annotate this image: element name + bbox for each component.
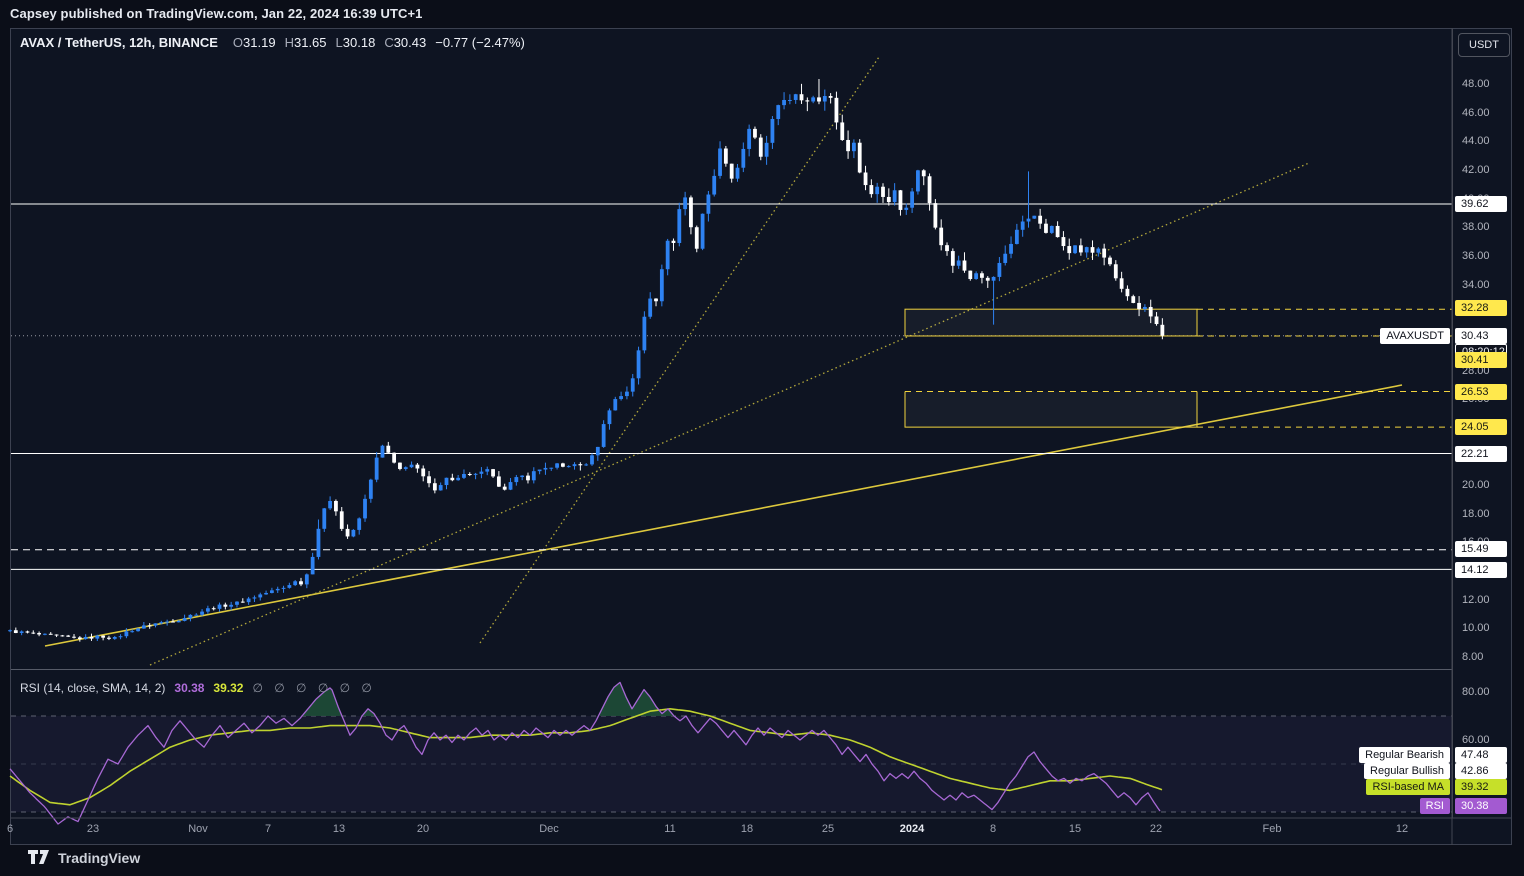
ohlc-open: O31.19 — [232, 35, 276, 50]
price-tick-label: 34.00 — [1462, 278, 1490, 291]
ohlc-low: L30.18 — [335, 35, 376, 50]
time-axis-label: 23 — [86, 823, 100, 835]
time-axis-label: 20 — [416, 823, 430, 835]
price-tick-label: 48.00 — [1462, 78, 1490, 90]
price-level-label: 26.53 — [1455, 384, 1507, 400]
price-tick-label: 60.00 — [1462, 734, 1490, 746]
time-axis-label: Feb — [1262, 823, 1282, 835]
rsi-value: 30.38 — [174, 681, 205, 695]
time-axis-label: Dec — [539, 823, 559, 835]
price-level-label: 39.32 — [1455, 779, 1507, 795]
indicator-name-tag: RSI-based MA — [1366, 779, 1450, 795]
indicator-name-tag: Regular Bearish — [1359, 747, 1450, 763]
time-axis-label: 25 — [821, 823, 835, 835]
tradingview-wordmark: TradingView — [58, 850, 141, 866]
price-level-label: 30.38 — [1455, 798, 1507, 814]
price-tick-label: 10.00 — [1462, 622, 1490, 635]
footer-bar: TradingView — [28, 850, 140, 866]
price-level-label: 15.49 — [1455, 541, 1507, 557]
time-axis-label: Nov — [188, 823, 208, 835]
price-tick-label: 8.00 — [1462, 651, 1484, 663]
time-axis-label: 15 — [1068, 823, 1082, 835]
ohlc-close: C30.43 — [384, 35, 427, 50]
price-tick-label: 18.00 — [1462, 507, 1490, 520]
price-level-label: 14.12 — [1455, 562, 1507, 578]
price-level-label: 42.86 — [1455, 763, 1507, 779]
indicator-name-tag: RSI — [1419, 798, 1450, 814]
time-axis-label: 8 — [989, 823, 997, 835]
price-tick-label: 20.00 — [1462, 479, 1490, 492]
price-level-label: 30.43 — [1455, 328, 1507, 344]
currency-toggle-button[interactable]: USDT — [1458, 33, 1510, 57]
price-level-label: 24.05 — [1455, 419, 1507, 435]
price-level-label: 39.62 — [1455, 196, 1507, 212]
time-axis-label: 18 — [740, 823, 754, 835]
symbol-title: AVAX / TetherUS, 12h, BINANCE — [20, 35, 218, 50]
rsi-ma-value: 39.32 — [213, 681, 244, 695]
ohlc-high: H31.65 — [284, 35, 327, 50]
time-axis-label: 6 — [6, 823, 14, 835]
price-level-label: 22.21 — [1455, 446, 1507, 462]
symbol-legend: AVAX / TetherUS, 12h, BINANCE O31.19 H31… — [20, 35, 525, 50]
price-tick-label: 38.00 — [1462, 221, 1490, 234]
time-axis-label: 13 — [332, 823, 346, 835]
time-axis[interactable]: 6 23 Nov 7 13 20 Dec 11 18 25 2024 8 15 22 Feb 12 — [7, 818, 1452, 845]
attribution-bar: Capsey published on TradingView.com, Jan… — [10, 6, 423, 21]
time-axis-label: 22 — [1149, 823, 1163, 835]
price-tick-label: 12.00 — [1462, 593, 1490, 606]
price-change: −0.77 (−2.47%) — [435, 35, 525, 50]
rsi-indicator-title: RSI (14, close, SMA, 14, 2) — [20, 681, 166, 695]
attribution-text: Capsey published on TradingView.com, Jan… — [10, 6, 423, 21]
price-tick-label: 42.00 — [1462, 164, 1490, 176]
time-axis-label: 2024 — [899, 823, 925, 835]
price-tick-label: 46.00 — [1462, 106, 1490, 119]
price-tick-label: 44.00 — [1462, 135, 1490, 148]
price-level-label: 32.28 — [1455, 300, 1507, 316]
time-axis-label: 11 — [664, 823, 676, 835]
tradingview-logo-icon — [28, 850, 49, 864]
indicator-name-tag: Regular Bullish — [1364, 763, 1450, 779]
time-axis-label: 7 — [264, 823, 272, 835]
rsi-legend: RSI (14, close, SMA, 14, 2) 30.38 39.32 … — [20, 681, 376, 695]
price-tick-label: 36.00 — [1462, 249, 1490, 262]
time-axis-label: 12 — [1395, 823, 1409, 835]
symbol-price-tag: AVAXUSDT — [1380, 328, 1450, 344]
chart-widget[interactable] — [10, 28, 1512, 845]
price-level-label: 30.41 — [1455, 352, 1507, 368]
rsi-null-values: ∅ ∅ ∅ ∅ ∅ ∅ — [252, 681, 376, 695]
price-tick-label: 80.00 — [1462, 686, 1490, 698]
price-axis[interactable]: 48.0046.0044.0042.0040.0038.0036.0034.00… — [1452, 28, 1513, 818]
price-level-label: 47.48 — [1455, 747, 1507, 763]
